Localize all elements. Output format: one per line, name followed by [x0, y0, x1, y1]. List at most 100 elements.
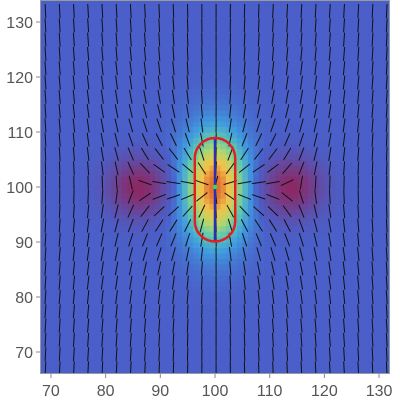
heatmap-cell	[94, 176, 101, 183]
heatmap-cell	[143, 214, 150, 221]
heatmap-cell	[318, 137, 325, 144]
heatmap-cell	[307, 143, 315, 150]
heatmap-cell	[193, 11, 200, 18]
director-segment	[152, 181, 167, 185]
heatmap-cell	[100, 363, 107, 370]
heatmap-cell	[329, 170, 336, 177]
heatmap-cell	[346, 154, 353, 161]
heatmap-cell	[236, 363, 243, 370]
heatmap-cell	[231, 55, 238, 62]
heatmap-cell	[89, 121, 96, 128]
heatmap-cell	[61, 49, 68, 56]
director-segment	[328, 146, 332, 162]
heatmap-cell	[182, 82, 189, 89]
heatmap-cell	[291, 324, 298, 331]
heatmap-cell	[40, 121, 47, 128]
heatmap-cell	[83, 22, 90, 29]
heatmap-cell	[318, 143, 325, 150]
heatmap-cell	[67, 330, 74, 337]
heatmap-cell	[116, 319, 123, 326]
heatmap-cell	[182, 319, 189, 326]
director-segment	[127, 147, 134, 161]
director-segment	[282, 162, 292, 174]
heatmap-cell	[67, 66, 74, 73]
director-segment	[101, 3, 104, 19]
heatmap-cell	[264, 280, 271, 287]
heatmap-cell	[324, 308, 331, 315]
heatmap-cell	[171, 335, 178, 342]
heatmap-cell	[362, 225, 369, 232]
heatmap-cell	[187, 22, 194, 29]
heatmap-cell	[302, 176, 309, 183]
heatmap-cell	[264, 16, 271, 23]
heatmap-cell	[258, 176, 265, 183]
heatmap-cell	[67, 258, 74, 265]
heatmap-cell	[253, 88, 260, 95]
heatmap-cell	[209, 132, 216, 139]
heatmap-cell	[143, 225, 150, 232]
heatmap-cell	[132, 203, 140, 210]
heatmap-cell	[127, 176, 134, 183]
heatmap-cell	[67, 110, 74, 117]
heatmap-cell	[362, 302, 369, 309]
heatmap-cell	[242, 154, 249, 161]
heatmap-cell	[225, 22, 233, 29]
heatmap-cell	[165, 330, 172, 337]
heatmap-cell	[313, 214, 320, 221]
heatmap-cell	[379, 242, 386, 249]
director-segment	[271, 304, 275, 319]
heatmap-cell	[318, 253, 325, 260]
heatmap-cell	[127, 170, 134, 177]
director-segment	[158, 18, 161, 33]
director-segment	[343, 347, 345, 362]
heatmap-cell	[346, 115, 353, 122]
heatmap-cell	[105, 170, 112, 177]
heatmap-cell	[291, 203, 298, 210]
heatmap-cell	[105, 176, 112, 183]
heatmap-cell	[220, 187, 227, 194]
heatmap-cell	[111, 60, 118, 67]
heatmap-cell	[297, 60, 304, 67]
director-segment	[199, 218, 205, 233]
heatmap-cell	[132, 352, 140, 359]
heatmap-cell	[89, 71, 96, 78]
heatmap-cell	[111, 313, 118, 320]
heatmap-cell	[297, 242, 304, 249]
heatmap-cell	[291, 110, 298, 117]
heatmap-cell	[242, 319, 249, 326]
heatmap-cell	[204, 275, 211, 282]
heatmap-cell	[275, 253, 282, 260]
heatmap-cell	[67, 16, 74, 23]
heatmap-cell	[264, 159, 271, 166]
heatmap-cell	[379, 214, 386, 221]
heatmap-cell	[362, 242, 369, 249]
heatmap-cell	[171, 192, 178, 199]
heatmap-cell	[215, 82, 222, 89]
heatmap-cell	[94, 0, 101, 7]
heatmap-cell	[329, 110, 336, 117]
heatmap-cell	[215, 203, 222, 210]
heatmap-cell	[111, 38, 118, 45]
heatmap-cell	[94, 209, 101, 216]
heatmap-cell	[291, 198, 298, 205]
heatmap-cell	[149, 231, 156, 238]
heatmap-cell	[132, 280, 140, 287]
heatmap-cell	[357, 55, 364, 62]
director-segment	[172, 318, 175, 333]
director-segment	[58, 3, 61, 19]
heatmap-cell	[149, 126, 156, 133]
heatmap-cell	[307, 335, 315, 342]
heatmap-cell	[329, 137, 336, 144]
director-segment	[371, 75, 374, 90]
heatmap-cell	[264, 214, 271, 221]
heatmap-cell	[204, 324, 211, 331]
heatmap-cell	[220, 126, 227, 133]
heatmap-cell	[105, 49, 112, 56]
heatmap-cell	[253, 242, 260, 249]
heatmap-cell	[362, 104, 369, 111]
director-segment	[343, 189, 345, 204]
heatmap-cell	[253, 330, 260, 337]
heatmap-cell	[264, 0, 271, 7]
heatmap-cell	[61, 82, 68, 89]
heatmap-cell	[187, 242, 194, 249]
